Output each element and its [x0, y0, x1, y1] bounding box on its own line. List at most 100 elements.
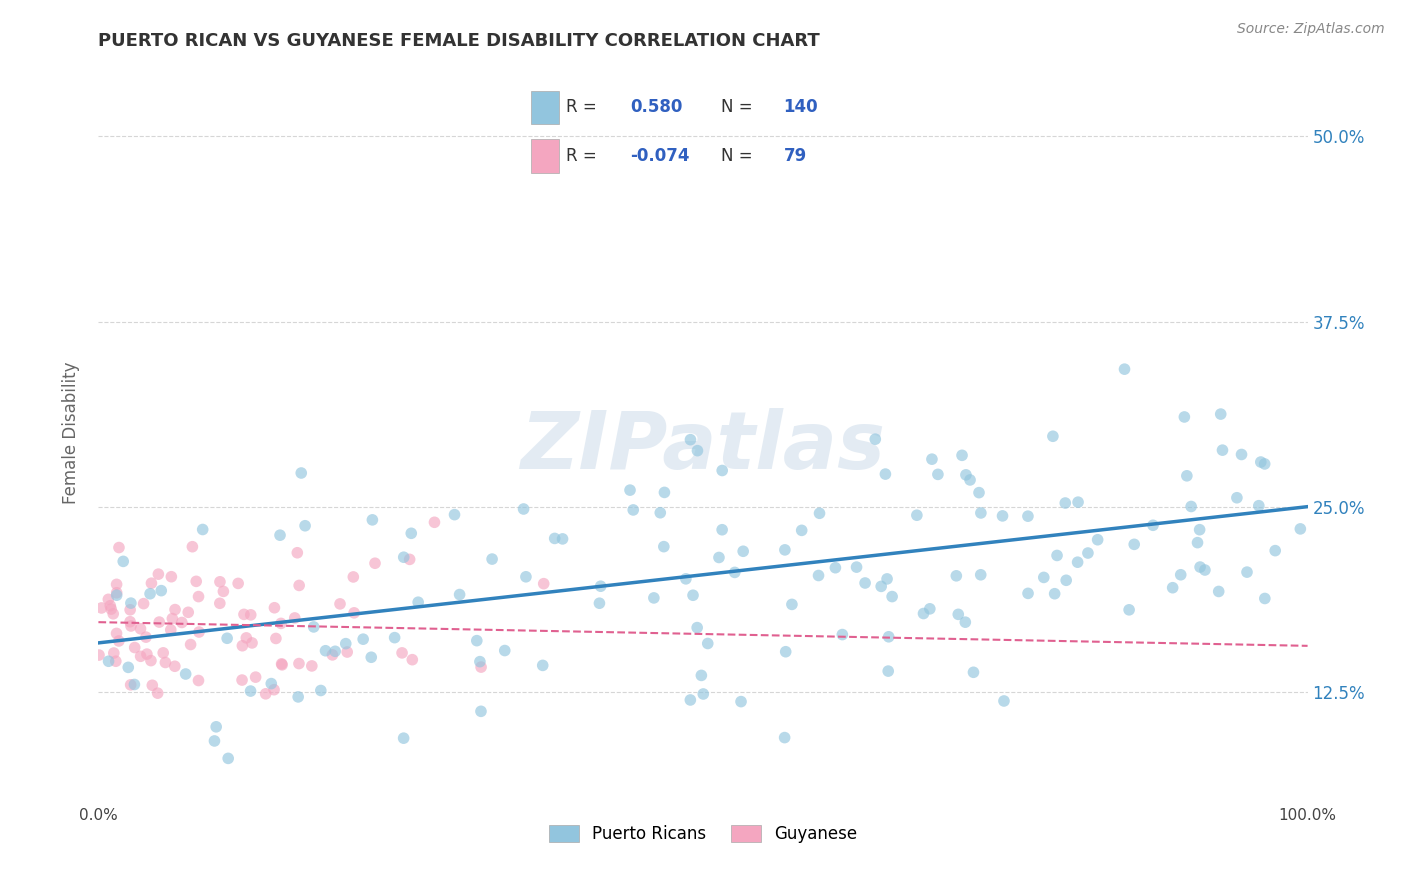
Point [948, 607, 970, 622]
Point [360, 650, 382, 665]
Point [808, 506, 831, 520]
Point [271, 657, 294, 672]
Point [1054, 574, 1077, 588]
Point [284, 611, 307, 625]
Point [1230, 448, 1253, 462]
Point [392, 731, 415, 746]
Point [352, 632, 374, 647]
Point [533, 576, 555, 591]
Point [470, 660, 492, 674]
Point [918, 602, 941, 616]
Point [780, 598, 803, 612]
Point [1250, 455, 1272, 469]
Point [905, 508, 928, 523]
Point [104, 654, 127, 668]
Point [991, 508, 1014, 523]
Point [831, 627, 853, 641]
Point [335, 637, 357, 651]
Point [465, 633, 488, 648]
Point [160, 570, 183, 584]
Point [90, 601, 112, 615]
Point [970, 567, 993, 582]
Point [1226, 491, 1249, 505]
Point [1264, 543, 1286, 558]
Point [235, 631, 257, 645]
Y-axis label: Female Disability: Female Disability [62, 361, 80, 504]
Point [1017, 586, 1039, 600]
Point [120, 678, 142, 692]
Point [309, 683, 332, 698]
Point [679, 433, 702, 447]
Point [449, 588, 471, 602]
Point [120, 603, 142, 617]
Bar [531, 91, 558, 124]
Point [294, 518, 316, 533]
Point [621, 503, 644, 517]
Point [233, 607, 256, 622]
Point [945, 569, 967, 583]
Point [208, 596, 231, 610]
Point [643, 591, 665, 605]
Point [174, 667, 197, 681]
Point [882, 590, 904, 604]
Point [181, 540, 204, 554]
Point [240, 636, 263, 650]
Point [589, 579, 612, 593]
Point [269, 528, 291, 542]
Point [204, 734, 226, 748]
Point [1253, 457, 1275, 471]
Point [231, 673, 253, 687]
Point [399, 526, 422, 541]
Point [329, 597, 352, 611]
Point [652, 540, 675, 554]
Point [1236, 565, 1258, 579]
Point [129, 649, 152, 664]
Point [100, 602, 122, 616]
Point [1194, 563, 1216, 577]
Point [186, 574, 208, 589]
Point [290, 466, 312, 480]
Point [364, 556, 387, 570]
Point [1114, 362, 1136, 376]
Point [117, 660, 139, 674]
Point [921, 452, 943, 467]
Point [139, 587, 162, 601]
Point [773, 731, 796, 745]
Point [1042, 429, 1064, 443]
Point [790, 524, 813, 538]
Point [1032, 570, 1054, 584]
Point [1189, 560, 1212, 574]
Point [1054, 496, 1077, 510]
Point [159, 623, 181, 637]
Point [191, 523, 214, 537]
Point [187, 590, 209, 604]
Point [150, 583, 173, 598]
Point [1043, 587, 1066, 601]
Point [1187, 535, 1209, 549]
Point [1254, 591, 1277, 606]
Point [120, 596, 142, 610]
Point [962, 665, 984, 680]
Point [177, 605, 200, 619]
Point [239, 684, 262, 698]
Point [481, 552, 503, 566]
Point [1175, 468, 1198, 483]
Point [1170, 567, 1192, 582]
Point [950, 448, 973, 462]
Point [263, 682, 285, 697]
Point [1017, 509, 1039, 524]
Point [217, 632, 239, 646]
Point [876, 572, 898, 586]
Point [824, 560, 846, 574]
Point [1209, 407, 1232, 421]
Point [1173, 409, 1195, 424]
Point [302, 620, 325, 634]
Point [1066, 555, 1088, 569]
Point [531, 658, 554, 673]
Point [512, 502, 534, 516]
Point [686, 621, 709, 635]
Point [1188, 523, 1211, 537]
Point [188, 625, 211, 640]
Point [468, 655, 491, 669]
Point [401, 653, 423, 667]
